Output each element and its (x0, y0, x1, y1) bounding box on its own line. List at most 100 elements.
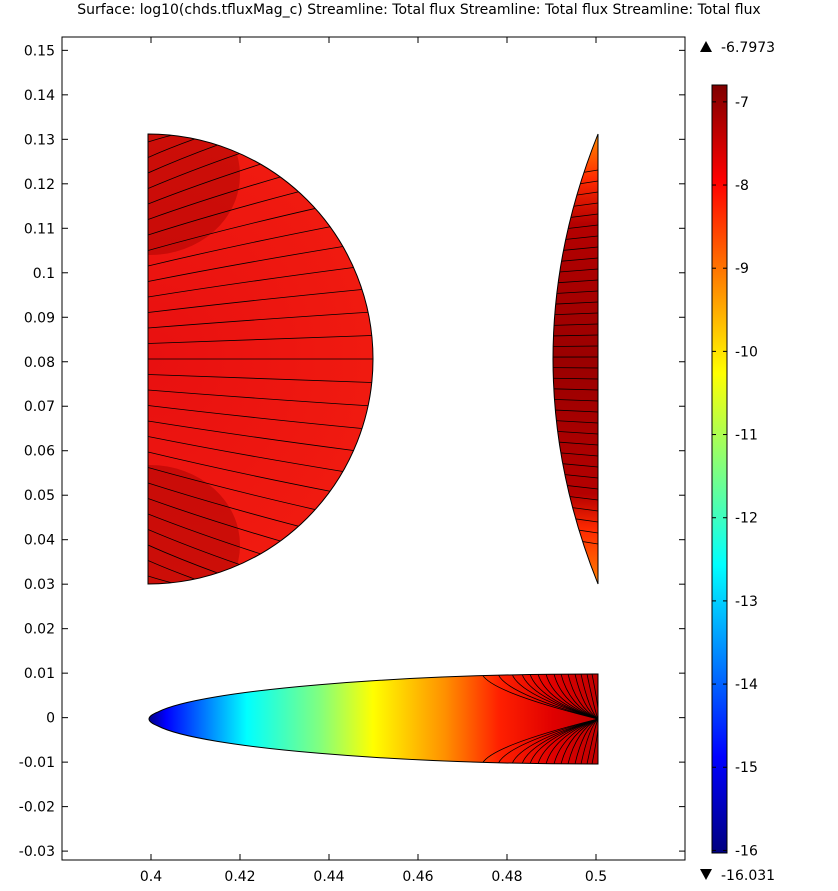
y-tick-label: 0.15 (24, 43, 55, 59)
streamline (148, 311, 369, 329)
streamline (481, 674, 598, 720)
streamline (553, 440, 598, 446)
streamline (553, 268, 598, 274)
streamline (148, 267, 354, 298)
streamline (553, 323, 598, 327)
streamline (553, 450, 598, 457)
streamline (148, 153, 240, 189)
y-tick-label: 0.11 (24, 221, 55, 237)
streamline (148, 420, 354, 451)
streamline (553, 345, 598, 348)
streamline (553, 471, 598, 479)
streamline (553, 461, 598, 468)
min-arrow-icon (700, 869, 712, 880)
streamline (148, 134, 172, 143)
colorbar-tick-label: -8 (735, 178, 749, 194)
streamline (148, 513, 261, 555)
y-tick-label: -0.03 (19, 844, 55, 860)
y-tick-label: 0.13 (24, 132, 55, 148)
streamline (148, 560, 195, 580)
y-tick-label: 0.05 (24, 488, 55, 504)
y-tick-label: 0.04 (24, 533, 55, 549)
y-tick-label: 0.09 (24, 310, 55, 326)
streamline (553, 224, 598, 233)
streamline (497, 718, 598, 764)
streamline (586, 674, 598, 720)
streamline (553, 279, 598, 285)
x-tick-label: 0.4 (140, 869, 162, 885)
streamline (481, 718, 598, 764)
streamline (553, 312, 598, 316)
streamline (553, 334, 598, 337)
streamline (148, 544, 218, 574)
streamline (553, 213, 598, 222)
streamline (148, 144, 218, 174)
streamlines-half-lens (481, 674, 598, 764)
x-tick-label: 0.48 (491, 869, 522, 885)
colorbar-max-label: -6.7973 (721, 40, 775, 56)
streamline (553, 388, 598, 391)
streamline (148, 389, 369, 407)
plot-frame (61, 36, 686, 861)
streamline (497, 674, 598, 720)
streamline (148, 163, 261, 205)
streamline (148, 208, 316, 251)
y-tick-label: 0.1 (33, 266, 55, 282)
streamline (553, 257, 598, 264)
colorbar-tick-label: -12 (735, 511, 758, 527)
streamline (148, 289, 363, 313)
streamline (148, 575, 172, 584)
streamline (580, 674, 598, 720)
streamline (148, 498, 281, 542)
colorbar-tick-label: -13 (735, 594, 758, 610)
streamline (148, 436, 343, 472)
streamline (567, 718, 598, 764)
streamline (148, 405, 363, 429)
streamline (553, 301, 598, 306)
x-tick-label: 0.46 (402, 869, 433, 885)
x-tick-label: 0.5 (585, 869, 607, 885)
colorbar-min-label: -16.031 (721, 868, 775, 884)
streamline (553, 398, 598, 402)
streamline (553, 235, 598, 243)
x-tick-label: 0.44 (313, 869, 344, 885)
streamline (148, 335, 372, 344)
y-tick-label: 0.01 (24, 666, 55, 682)
streamline (148, 246, 343, 282)
streamline (148, 176, 281, 220)
streamlines-half-disc (148, 134, 373, 584)
colorbar-tick-label: -15 (735, 760, 758, 776)
colorbar-tick-label: -16 (735, 843, 758, 859)
streamline (553, 482, 598, 490)
streamline (580, 718, 598, 764)
streamline (148, 451, 331, 492)
colorbar (711, 84, 728, 854)
y-tick-label: 0.07 (24, 399, 55, 415)
y-tick-label: 0.03 (24, 577, 55, 593)
streamline (553, 492, 598, 501)
streamline (586, 718, 598, 764)
streamline (148, 191, 299, 236)
streamline (553, 429, 598, 435)
streamline (148, 482, 299, 527)
colorbar-ticks: -7 -8 -9 -10 -11 -12 -13 -14 -15 -16 (712, 95, 758, 859)
colorbar-tick-label: -7 (735, 95, 749, 111)
x-tick-label: 0.42 (224, 869, 255, 885)
streamline (553, 246, 598, 253)
y-tick-label: 0 (46, 711, 55, 727)
y-tick-label: -0.01 (19, 755, 55, 771)
streamline (148, 226, 331, 267)
y-tick-label: 0.14 (24, 88, 55, 104)
streamline (553, 290, 598, 295)
y-tick-label: 0.08 (24, 355, 55, 371)
streamline (148, 138, 195, 158)
colorbar-tick-label: -10 (735, 344, 758, 360)
streamline (574, 718, 598, 764)
y-tick-label: 0.12 (24, 177, 55, 193)
half-lens-region (149, 674, 598, 764)
colorbar-tick-label: -14 (735, 677, 758, 693)
streamline (553, 419, 598, 424)
y-tick-label: 0.02 (24, 622, 55, 638)
y-tick-label: -0.02 (19, 800, 55, 816)
